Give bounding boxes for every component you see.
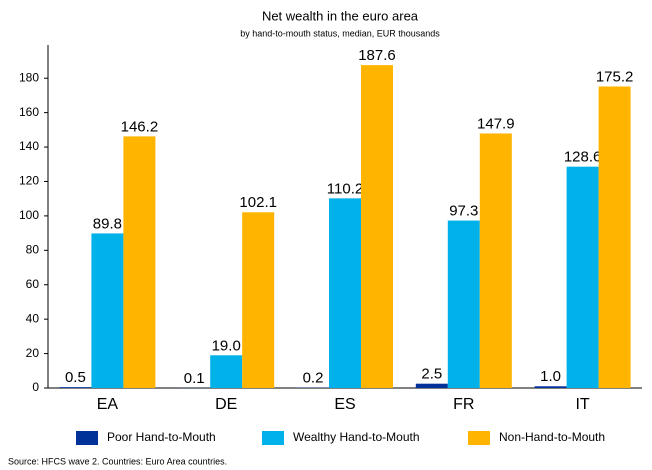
- value-label: 89.8: [93, 215, 122, 232]
- value-label: 0.2: [303, 370, 324, 387]
- value-label: 102.1: [239, 194, 277, 211]
- x-tick-label: ES: [334, 396, 355, 413]
- value-label: 128.6: [564, 149, 602, 166]
- y-tick-label: 120: [19, 174, 39, 188]
- y-tick-label: 140: [19, 139, 39, 153]
- y-tick-label: 80: [26, 242, 40, 256]
- legend-swatch: [76, 431, 98, 445]
- bar: [123, 136, 156, 388]
- bar: [59, 387, 92, 388]
- bar: [598, 86, 631, 388]
- value-label: 2.5: [421, 366, 442, 383]
- bar: [447, 220, 480, 388]
- legend-label: Non-Hand-to-Mouth: [499, 430, 605, 444]
- value-label: 147.9: [477, 115, 515, 132]
- value-label: 146.2: [121, 118, 159, 135]
- bar: [479, 133, 512, 388]
- bar: [329, 198, 361, 388]
- chart-subtitle: by hand-to-mouth status, median, EUR tho…: [240, 28, 440, 38]
- bar: [242, 212, 275, 388]
- y-tick-label: 180: [19, 70, 39, 84]
- bar: [210, 355, 243, 388]
- x-tick-label: DE: [215, 396, 237, 413]
- y-tick-label: 20: [26, 346, 40, 360]
- legend-label: Poor Hand-to-Mouth: [107, 430, 216, 444]
- y-tick-label: 0: [32, 380, 39, 394]
- source-note: Source: HFCS wave 2. Countries: Euro Are…: [8, 456, 227, 466]
- value-label: 187.6: [358, 47, 396, 64]
- value-label: 0.5: [65, 369, 86, 386]
- bar: [415, 383, 448, 388]
- value-label: 97.3: [449, 203, 478, 220]
- value-label: 19.0: [212, 337, 241, 354]
- y-tick-label: 160: [19, 105, 39, 119]
- x-tick-label: EA: [97, 396, 119, 413]
- y-tick-label: 40: [26, 311, 40, 325]
- x-tick-label: FR: [453, 396, 474, 413]
- bar: [361, 65, 393, 388]
- value-label: 110.2: [327, 180, 363, 197]
- y-tick-label: 100: [19, 208, 39, 222]
- chart-title: Net wealth in the euro area: [262, 8, 419, 23]
- value-label: 0.1: [184, 370, 205, 387]
- bar: [534, 386, 567, 388]
- legend-label: Wealthy Hand-to-Mouth: [293, 430, 420, 444]
- legend-swatch: [468, 431, 490, 445]
- bar: [91, 233, 124, 388]
- value-label: 1.0: [540, 368, 561, 385]
- value-label: 175.2: [596, 68, 634, 85]
- x-tick-label: IT: [575, 396, 589, 413]
- legend-swatch: [262, 431, 284, 445]
- bar: [566, 166, 599, 388]
- y-tick-label: 60: [26, 277, 40, 291]
